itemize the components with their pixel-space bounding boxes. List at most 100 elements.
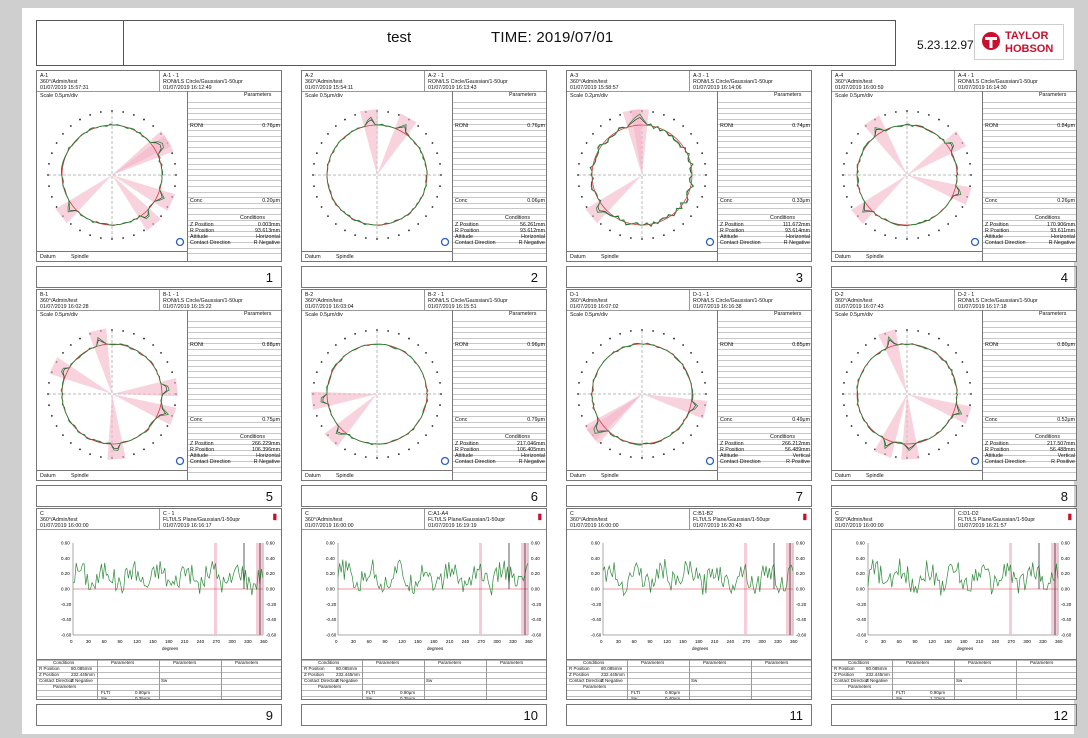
roundness-panel: A-3 360°/Admin/test 01/07/2019 15:58:57 A-3…	[566, 70, 812, 262]
rotation-ring	[175, 237, 185, 247]
param-row	[718, 160, 811, 165]
polar-dot	[174, 185, 176, 188]
polar-dot	[354, 234, 357, 237]
x-tick-label: 60	[367, 639, 373, 644]
analysis-id: D-2 - 1	[958, 292, 975, 298]
polar-dot	[845, 371, 848, 374]
param-row	[188, 435, 281, 440]
x-tick-label: 330	[509, 639, 517, 644]
flatness-plot: 0.60 0.60 0.40 0.40 0.20 0.20 0.00 0.00 -0.20 -0.…	[591, 541, 807, 652]
y-tick-label-right: 0.00	[266, 587, 275, 592]
polar-dot	[619, 453, 622, 456]
polar-dot	[874, 229, 876, 232]
param-row	[718, 451, 811, 457]
polar-dot	[927, 234, 930, 237]
polar-dot	[705, 393, 707, 395]
header-rule	[302, 310, 546, 311]
panel-footer: Datum Spindle	[567, 251, 717, 261]
measurement-date: 01/07/2019 15:57:31	[40, 85, 89, 91]
param-row	[453, 407, 546, 412]
param-row	[983, 435, 1076, 440]
panel-number: 7	[795, 489, 803, 504]
y-tick-label-right: 0.60	[266, 541, 275, 546]
polar-highlight	[311, 391, 377, 410]
param-row	[453, 451, 546, 457]
polar-dot	[99, 237, 102, 239]
zpos-label: Z Position	[569, 672, 590, 677]
parameters-label: Parameters	[500, 660, 524, 665]
measurement-user: 360°/Admin/test	[40, 79, 78, 85]
ront-value: 0.74μm	[792, 123, 810, 129]
measurement-user: 360°/Admin/test	[835, 79, 873, 85]
polar-dot	[132, 332, 135, 335]
param-row	[188, 115, 281, 120]
param-row	[453, 109, 546, 115]
param-row	[453, 334, 546, 339]
polar-dot	[696, 425, 699, 427]
spindle-label: Spindle	[866, 254, 884, 260]
param-row	[983, 216, 1076, 221]
polar-highlight	[907, 130, 967, 175]
polar-dot	[436, 414, 439, 417]
attitude-label: Attitude	[455, 234, 473, 240]
polar-dot	[662, 113, 665, 116]
print-icon[interactable]: ▮	[537, 512, 542, 521]
print-icon[interactable]: ▮	[1067, 512, 1072, 521]
panel-number-box: 11	[566, 704, 812, 726]
rotation-ring	[970, 237, 980, 247]
polar-dot	[843, 404, 845, 407]
param-row	[188, 345, 281, 350]
rotation-direction-icon	[705, 237, 715, 247]
roundness-cell: A-2 360°/Admin/test 01/07/2019 15:54:11 A-2…	[301, 70, 547, 288]
table-divider	[221, 660, 222, 699]
param-row	[453, 440, 546, 446]
polar-dot	[842, 393, 844, 395]
y-tick-label-right: 0.20	[796, 571, 805, 576]
param-row	[453, 221, 546, 227]
polar-dot	[79, 337, 81, 340]
sw-label: Sw	[896, 696, 903, 700]
param-row	[453, 244, 546, 249]
panel-footer: Datum Spindle	[37, 470, 187, 480]
roundness-cell: A-3 360°/Admin/test 01/07/2019 15:58:57 A-3…	[566, 70, 812, 288]
polar-dot	[850, 142, 853, 144]
param-row	[453, 193, 546, 199]
param-row	[453, 412, 546, 418]
rpos-label: R Position	[304, 666, 325, 671]
y-tick-label-right: -0.20	[531, 602, 542, 607]
param-row	[188, 143, 281, 148]
analysis-id: C - 1	[163, 511, 175, 517]
print-icon[interactable]: ▮	[802, 512, 807, 521]
measurement-id: A-2	[305, 73, 314, 79]
parameters-label: Parameters	[111, 660, 135, 665]
measurement-user: 360°/Admin/test	[570, 298, 608, 304]
sw-value: 1.10μm	[930, 696, 946, 700]
polar-highlight	[377, 113, 417, 175]
param-row	[718, 362, 811, 367]
param-row	[718, 440, 811, 446]
param-row	[453, 216, 546, 221]
flatness-panel: C 360°/Admin/test 01/07/2019 16:00:00 C - 1…	[36, 508, 282, 700]
panel-header-right: C:A1-A4 FLTt/LS Plane/Gaussian/1-50upr 01/…	[428, 511, 505, 529]
polar-highlight	[907, 175, 972, 205]
contact-value: R Negative	[1048, 240, 1075, 246]
measurement-user: 360°/Admin/test	[570, 517, 608, 523]
contact-label: Contact Direction	[985, 459, 1026, 465]
param-row	[983, 423, 1076, 429]
print-icon[interactable]: ▮	[272, 512, 277, 521]
param-row	[983, 323, 1076, 328]
polar-dot	[592, 351, 594, 354]
spindle-label: Spindle	[336, 473, 354, 479]
polar-dot	[436, 195, 439, 198]
flt-label: FLTt	[631, 690, 640, 695]
polar-dot	[662, 453, 665, 456]
parameters-label: Parameters	[235, 660, 259, 665]
param-row	[983, 339, 1076, 345]
polar-dot	[50, 414, 53, 417]
param-row	[718, 367, 811, 373]
panel-number: 4	[1060, 270, 1068, 285]
zpos-label: Z Position	[455, 222, 479, 228]
attitude-label: Attitude	[985, 234, 1003, 240]
y-tick-label: -0.40	[856, 617, 867, 622]
rotation-ring	[175, 456, 185, 466]
